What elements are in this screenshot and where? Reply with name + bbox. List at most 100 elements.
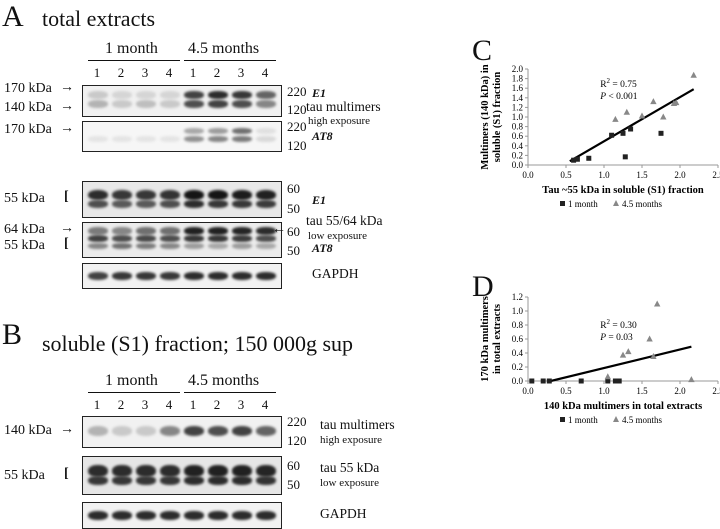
blot-a4-band-2-6 <box>208 235 228 242</box>
chart-d-r2-annotation: R2 = 0.30 <box>600 318 637 331</box>
blot-a1-band-2-3 <box>136 100 156 108</box>
blot-b3-band-1-2 <box>112 511 132 520</box>
panel-b-lane-7: 3 <box>237 397 245 412</box>
blot-b2-band-1-1 <box>88 465 108 477</box>
arrow-140-icon: → <box>60 99 74 114</box>
blot-a-at8-5564 <box>82 222 282 258</box>
chart-c-ytick-label-8: 1.6 <box>512 83 524 93</box>
blot-a2-band-2-7 <box>232 136 252 142</box>
chart-c-ytick-label-10: 2.0 <box>512 64 524 74</box>
chart-c-r2-annotation: R2 = 0.75 <box>600 77 637 90</box>
chart-d-point-s0-4 <box>605 378 611 384</box>
chart-c-ytick-label-3: 0.6 <box>512 131 524 141</box>
blot-a1-band-1-6 <box>208 91 228 99</box>
blot-a2-band-2-8 <box>256 136 276 142</box>
chart-d-point-s1-5 <box>654 300 661 307</box>
chart-d-xlabel: 140 kDa multimers in total extracts <box>544 401 702 412</box>
blot-a3-band-2-7 <box>232 200 252 208</box>
gapdh-label-b: GAPDH <box>320 506 367 521</box>
chart-c-xtick-label-3: 1.5 <box>636 170 648 180</box>
chart-d-point-s0-6 <box>616 378 622 384</box>
blot-b2-band-2-7 <box>232 476 252 485</box>
blot-a4-band-3-1 <box>88 243 108 249</box>
chart-d-point-s1-1 <box>619 351 627 358</box>
blot-b-gapdh <box>82 502 282 529</box>
antibody-e1b: E1 <box>312 193 327 207</box>
mw-50: 50 <box>287 201 300 216</box>
blot-a5-band-1-4 <box>160 272 180 280</box>
blot-a3-band-2-4 <box>160 200 180 208</box>
blot-a2-band-2-6 <box>208 136 228 142</box>
blot-a4-band-1-5 <box>184 227 204 235</box>
chart-c-point-s0-1 <box>574 156 580 162</box>
chart-c-point-s1-7 <box>690 71 697 78</box>
blot-b2-band-1-5 <box>184 465 204 477</box>
panel-a-lane-6: 2 <box>213 65 221 80</box>
chart-c-xtick-label-4: 2.0 <box>674 170 686 180</box>
chart-d-xtick-label-0: 0.0 <box>522 386 534 396</box>
panel-d-letter: D <box>472 270 494 303</box>
blot-a1-band-1-7 <box>232 91 252 99</box>
panel-a-letter: A <box>2 0 24 33</box>
chart-c-ytick-label-1: 0.2 <box>512 150 523 160</box>
panel-b-lane-8: 4 <box>261 397 269 412</box>
panel-b-lane-5: 1 <box>189 397 197 412</box>
blot-a4-band-3-3 <box>136 243 156 249</box>
chart-d-ytick-label-3: 0.6 <box>512 334 524 344</box>
low-exposure-label: low exposure <box>308 230 367 242</box>
blot-b2-band-2-6 <box>208 476 228 485</box>
blot-b3-band-1-1 <box>88 511 108 520</box>
chart-d-ytick-label-5: 1.0 <box>512 306 524 316</box>
chart-d: 0.0 0.5 1.0 1.5 2.0 2.5 0.0 0.2 0.4 0.6 0.8 1.0 1.2 1… <box>480 292 720 425</box>
mw-b50: 50 <box>287 477 300 492</box>
blot-a4-band-1-8 <box>256 227 276 235</box>
chart-d-ytick-label-6: 1.2 <box>512 292 523 302</box>
kda-label-64: 64 kDa <box>4 222 45 237</box>
kda-label-55b: 55 kDa <box>4 238 45 253</box>
high-exposure-label: high exposure <box>308 115 371 127</box>
blot-a4-band-1-3 <box>136 227 156 235</box>
chart-d-point-s0-1 <box>540 378 546 384</box>
blot-a5-band-1-3 <box>136 272 156 280</box>
panel-b-group-45months: 4.5 months <box>188 372 260 389</box>
blot-a5-band-1-5 <box>184 272 204 280</box>
panel-a-group-45months: 4.5 months <box>188 40 260 57</box>
panel-a-group-bar-1 <box>88 60 180 61</box>
chart-c-r2-sup: 2 <box>607 77 611 85</box>
blot-b3-band-1-4 <box>160 511 180 520</box>
blot-a5-band-1-8 <box>256 272 276 280</box>
panel-b-lane-3: 3 <box>141 397 149 412</box>
tau-5564-label: tau 55/64 kDa <box>306 213 383 228</box>
chart-d-ytick-label-4: 0.8 <box>512 320 524 330</box>
chart-c-ytick-label-0: 0.0 <box>512 160 524 170</box>
blot-b3-band-1-8 <box>256 511 276 520</box>
chart-c-legend-2: 4.5 months <box>622 199 663 209</box>
tau55-b-label: tau 55 kDa <box>320 460 380 475</box>
mw-b220: 220 <box>287 414 307 429</box>
panel-b-lane-2: 2 <box>117 397 125 412</box>
blot-b1-band-1-8 <box>256 426 276 436</box>
blot-b1-band-1-1 <box>88 426 108 436</box>
chart-c-legend-1: 1 month <box>568 199 598 209</box>
blot-a5-band-1-2 <box>112 272 132 280</box>
blot-a3-band-1-5 <box>184 190 204 200</box>
blot-a3-band-1-4 <box>160 190 180 200</box>
chart-c-ylabel-line2: soluble (S1) fraction <box>492 72 503 163</box>
mw-120: 120 <box>287 102 307 117</box>
blot-b2-band-1-6 <box>208 465 228 477</box>
high-exposure-b-label: high exposure <box>320 434 383 446</box>
kda-label-170b: 170 kDa <box>4 122 52 137</box>
blot-a4-band-3-5 <box>184 243 204 249</box>
arrow-170-icon: → <box>60 80 74 95</box>
blot-a1-band-1-2 <box>112 91 132 99</box>
blot-a3-band-2-3 <box>136 200 156 208</box>
chart-d-point-s0-0 <box>529 378 535 384</box>
blot-b2-band-2-4 <box>160 476 180 485</box>
chart-c-point-s0-4 <box>620 130 626 136</box>
chart-c-point-s1-3 <box>650 98 657 105</box>
panel-a-lane-7: 3 <box>237 65 245 80</box>
blot-a4-band-3-4 <box>160 243 180 249</box>
blot-a3-band-1-1 <box>88 190 108 200</box>
chart-d-p-symbol: P <box>599 333 606 343</box>
blot-a4-band-2-5 <box>184 235 204 242</box>
